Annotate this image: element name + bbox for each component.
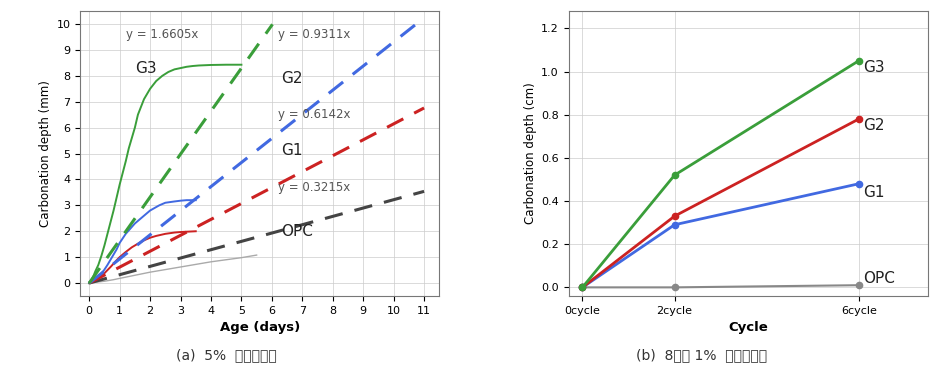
Y-axis label: Carbonation depth (mm): Carbonation depth (mm) xyxy=(40,80,52,227)
Text: G3: G3 xyxy=(135,61,156,75)
Text: (b)  8기압 1%  고압탄산화: (b) 8기압 1% 고압탄산화 xyxy=(636,349,768,363)
Text: y = 0.6142x: y = 0.6142x xyxy=(278,108,350,121)
X-axis label: Cycle: Cycle xyxy=(728,321,768,334)
Text: G3: G3 xyxy=(864,60,885,75)
Text: y = 1.6605x: y = 1.6605x xyxy=(125,28,198,41)
Text: y = 0.9311x: y = 0.9311x xyxy=(278,28,350,41)
Text: y = 0.3215x: y = 0.3215x xyxy=(278,181,350,194)
Text: G2: G2 xyxy=(864,118,885,133)
Text: OPC: OPC xyxy=(864,271,895,286)
Text: G1: G1 xyxy=(281,144,302,158)
Text: G2: G2 xyxy=(281,71,302,86)
Text: OPC: OPC xyxy=(281,224,313,239)
Text: G1: G1 xyxy=(864,185,885,200)
Text: (a)  5%  쳙진탄산화: (a) 5% 쳙진탄산화 xyxy=(176,349,276,363)
Y-axis label: Carbonation depth (cm): Carbonation depth (cm) xyxy=(524,83,537,225)
X-axis label: Age (days): Age (days) xyxy=(219,321,300,334)
